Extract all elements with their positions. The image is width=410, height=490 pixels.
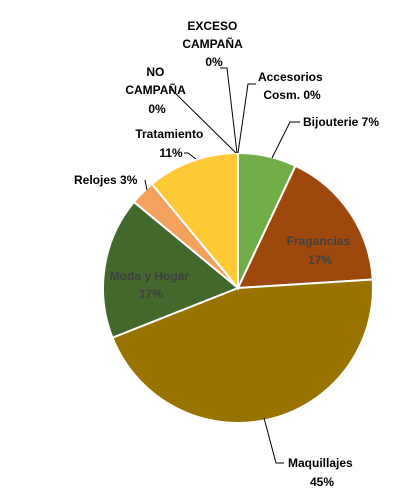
leader-line-exceso [220, 67, 238, 154]
leader-line-no-campana [170, 89, 237, 154]
label-fragancias: Fragancias 17% [287, 234, 354, 267]
label-tratamiento: Tratamiento 11% [135, 127, 206, 160]
label-exceso-campana: EXCESO CAMPAÑA 0% [182, 19, 245, 69]
label-bijouterie: Bijouterie 7% [303, 115, 379, 129]
pie-slice-maquillajes [111, 278, 374, 424]
label-moda-y-hogar: Moda y Hogar 17% [110, 269, 193, 301]
pie-slices [102, 151, 374, 424]
leader-line-maquillajes [263, 417, 284, 464]
label-accesorios-cosm: Accesorios Cosm. 0% [258, 70, 326, 102]
label-maquillajes: Maquillajes 45% [288, 456, 356, 489]
leader-line-bijouterie [271, 121, 300, 159]
pie-slice-moda-y-hogar [102, 200, 240, 339]
label-relojes: Relojes 3% [74, 173, 138, 187]
pie-slice-tratamiento [150, 151, 239, 291]
leader-line-relojes [144, 179, 148, 191]
leader-line-accesorios [237, 83, 256, 154]
leader-line-tratamiento [184, 152, 197, 160]
label-no-campana: NO CAMPAÑA 0% [125, 65, 188, 116]
pie-slice-fragancias [236, 164, 374, 290]
leader-lines [144, 67, 300, 464]
